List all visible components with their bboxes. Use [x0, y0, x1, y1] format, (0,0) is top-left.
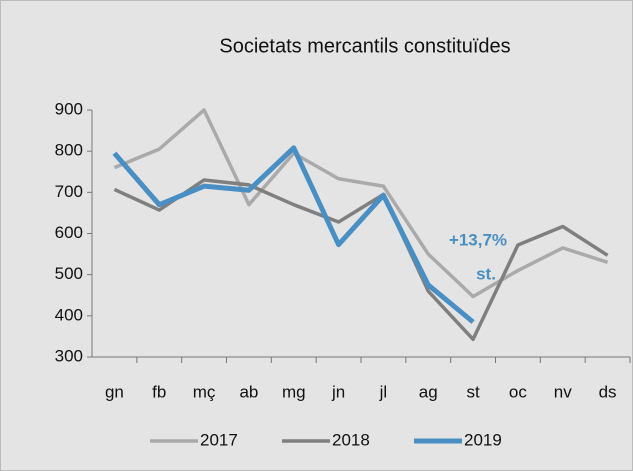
y-tick-label: 800: [55, 141, 83, 160]
series-line: [112, 145, 475, 324]
y-tick-label: 500: [55, 264, 83, 283]
x-tick-label: ag: [419, 382, 438, 401]
legend-label: 2019: [464, 430, 502, 449]
x-tick-label: mg: [282, 382, 306, 401]
x-tick-label: gn: [105, 382, 124, 401]
legend-label: 2018: [332, 430, 370, 449]
chart-title: Societats mercantils constituïdes: [219, 35, 510, 57]
legend-label: 2017: [200, 430, 238, 449]
x-tick-label: jl: [379, 382, 388, 401]
x-tick-label: ds: [599, 382, 617, 401]
x-tick-label: nv: [554, 382, 572, 401]
annotation: st.: [476, 264, 496, 283]
x-tick-label: ab: [239, 382, 258, 401]
annotation: +13,7%: [449, 230, 507, 249]
y-tick-label: 600: [55, 223, 83, 242]
x-tick-label: st: [466, 382, 480, 401]
y-tick-label: 300: [55, 346, 83, 365]
x-tick-label: fb: [152, 382, 166, 401]
series-line: [113, 108, 609, 299]
y-tick-label: 400: [55, 305, 83, 324]
y-tick-label: 900: [55, 99, 83, 118]
series-line: [113, 178, 609, 342]
x-tick-label: jn: [331, 382, 345, 401]
x-tick-label: mç: [193, 382, 216, 401]
y-tick-label: 700: [55, 182, 83, 201]
x-tick-label: oc: [509, 382, 527, 401]
